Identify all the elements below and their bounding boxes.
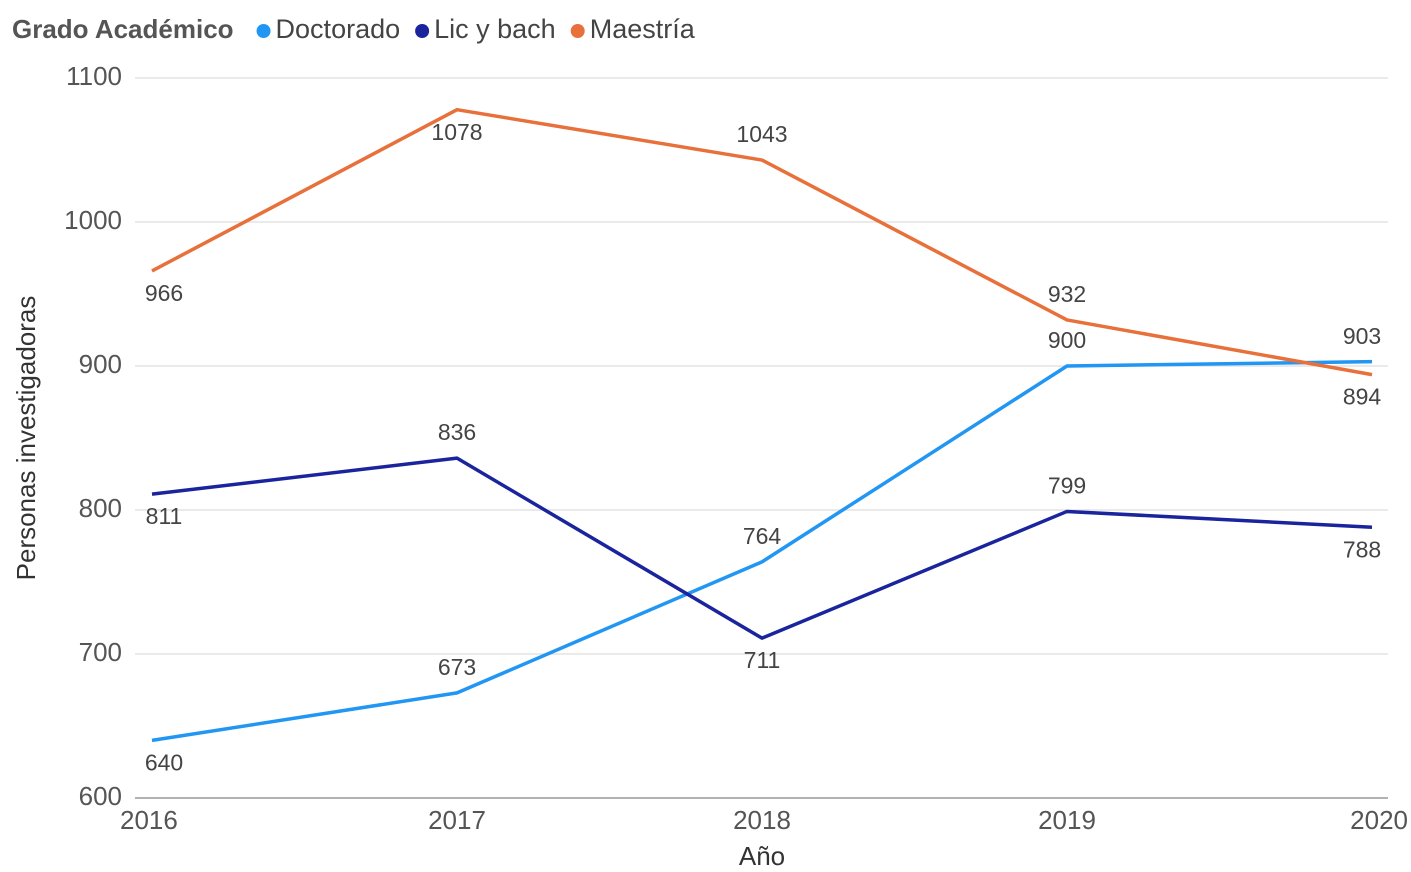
legend-marker <box>415 24 430 38</box>
series-line <box>151 107 1373 377</box>
x-tick-label: 2019 <box>1038 805 1096 835</box>
y-tick-label: 1000 <box>64 205 122 235</box>
data-label: 932 <box>1048 281 1086 307</box>
x-tick-label: 2018 <box>733 805 791 835</box>
y-axis-label: Personas investigadoras <box>11 296 41 581</box>
y-tick-label: 800 <box>79 493 122 523</box>
data-label: 811 <box>146 503 183 529</box>
series-line <box>151 359 1373 743</box>
legend-label: Lic y bach <box>434 14 556 44</box>
data-label: 1078 <box>431 119 482 145</box>
y-tick-label: 900 <box>79 349 122 379</box>
data-label: 900 <box>1048 327 1086 353</box>
y-tick-label: 1100 <box>66 61 122 91</box>
x-axis-label: Año <box>739 841 785 871</box>
x-tick-label: 2016 <box>120 805 178 835</box>
data-label: 894 <box>1343 384 1382 410</box>
legend-title: Grado Académico <box>12 14 234 44</box>
legend-label: Doctorado <box>276 14 401 44</box>
data-label: 903 <box>1343 323 1381 349</box>
y-tick-label: 700 <box>79 637 122 667</box>
data-label: 836 <box>438 419 476 445</box>
data-label: 966 <box>145 280 183 306</box>
legend-label: Maestría <box>590 14 696 44</box>
x-tick-label: 2017 <box>428 805 486 835</box>
data-label: 764 <box>743 523 782 549</box>
data-label: 788 <box>1343 536 1381 562</box>
data-label: 1043 <box>736 121 787 147</box>
data-label: 711 <box>744 647 781 673</box>
legend-marker <box>256 24 271 38</box>
y-tick-label: 600 <box>79 781 122 811</box>
data-label: 640 <box>145 749 183 775</box>
series-line <box>151 456 1373 640</box>
data-label: 673 <box>438 654 476 680</box>
legend-marker <box>570 24 585 38</box>
x-tick-label: 2020 <box>1350 805 1408 835</box>
data-label: 799 <box>1048 473 1086 499</box>
